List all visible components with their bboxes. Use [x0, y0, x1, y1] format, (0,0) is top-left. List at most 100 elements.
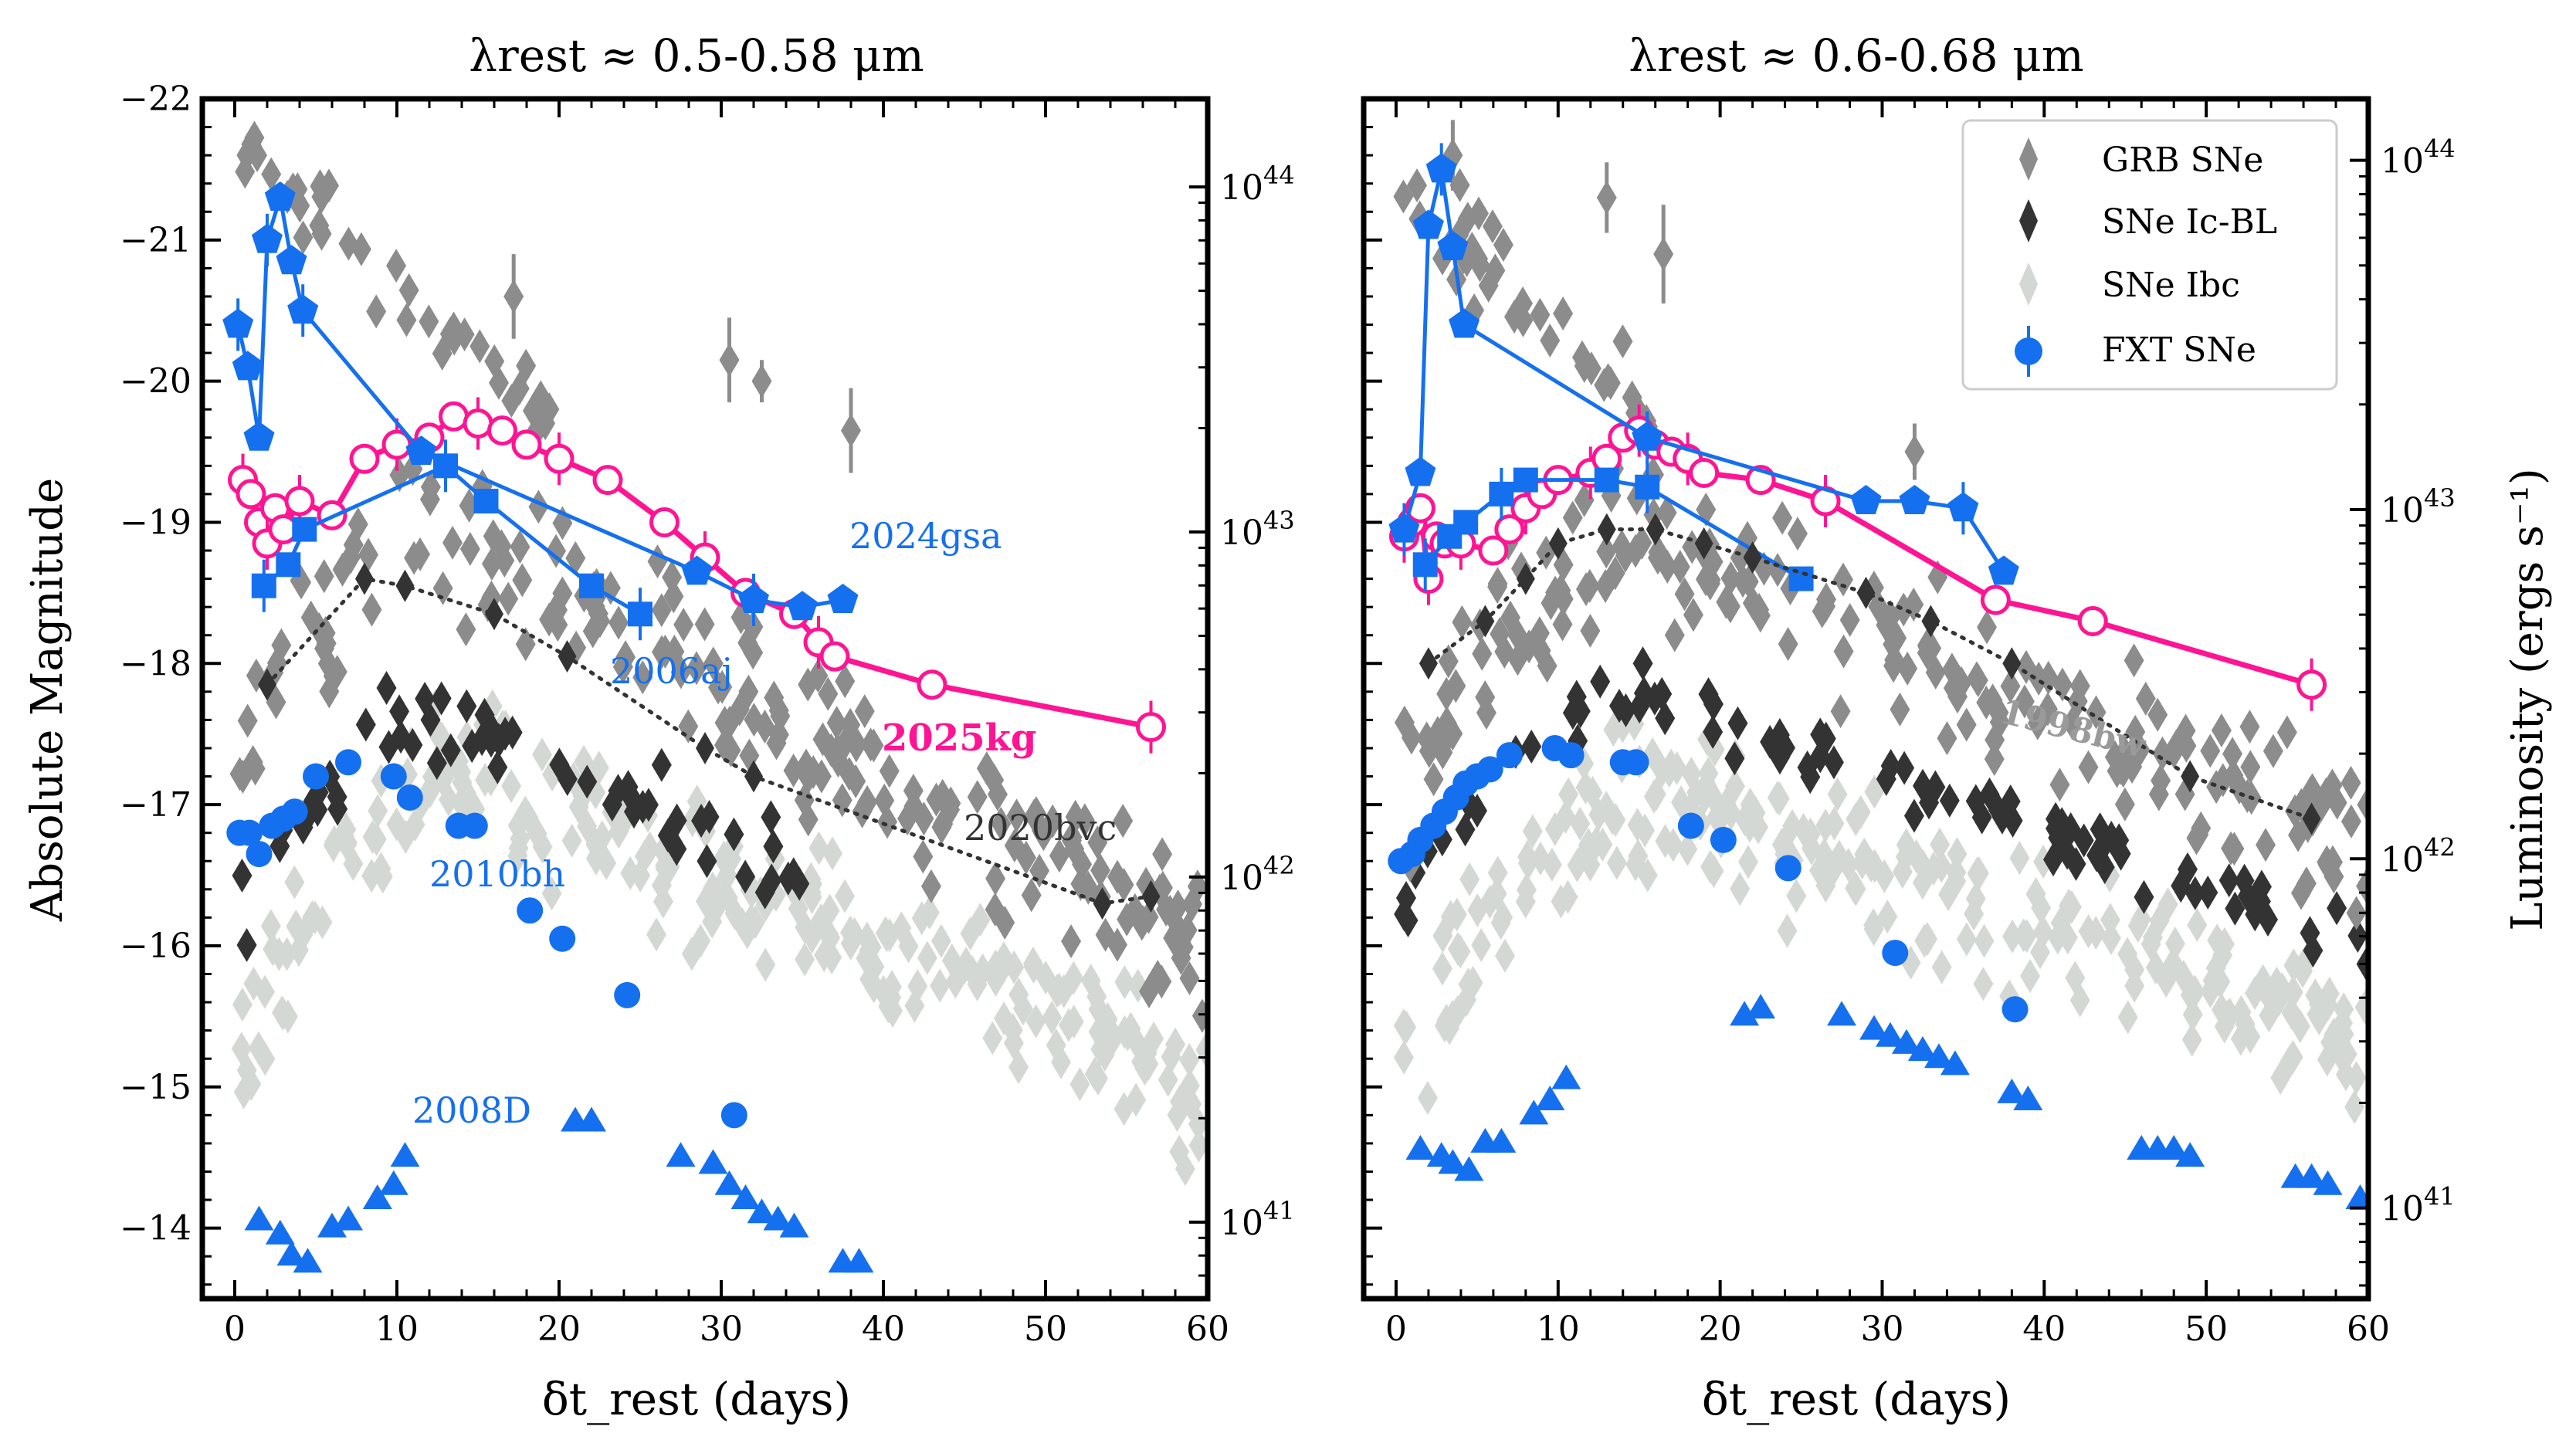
- ibc-point: [2013, 918, 2034, 953]
- iclbl-point: [355, 707, 376, 742]
- ibc-point: [2078, 914, 2099, 949]
- data-point: [1646, 513, 1665, 546]
- plot-area: [222, 120, 1208, 1273]
- ibc-point: [2130, 902, 2151, 937]
- grb-point: [1004, 828, 1025, 863]
- ibc-point: [1080, 964, 1101, 998]
- data-point: [433, 453, 458, 479]
- ibc-point: [1605, 803, 1626, 838]
- grb-point: [1507, 618, 1528, 652]
- ibc-point: [2124, 952, 2145, 987]
- data-point: [1980, 584, 2011, 615]
- series-2020bvc: [258, 562, 1161, 920]
- grb-point: [1956, 707, 1977, 742]
- grb-point: [764, 680, 785, 715]
- data-point: [1478, 535, 1509, 566]
- grb-point: [491, 529, 512, 564]
- grb-point: [1432, 735, 1453, 770]
- grb-point: [1581, 351, 1602, 386]
- grb-point: [719, 343, 740, 378]
- ibc-point: [1446, 897, 1467, 932]
- grb-point: [783, 753, 804, 788]
- data-point: [276, 552, 301, 578]
- label-2008D: 2008D: [412, 1089, 531, 1131]
- ibc-point: [1967, 856, 1988, 891]
- ibc-point: [819, 917, 839, 952]
- grb-point: [1061, 823, 1082, 858]
- ibc-point: [1570, 806, 1591, 841]
- grb-point: [1883, 627, 1903, 662]
- ibc-point: [941, 944, 962, 978]
- iclbl-point: [1810, 717, 1831, 752]
- data-point: [461, 812, 488, 839]
- iclbl-point: [2090, 812, 2110, 847]
- ibc-point: [236, 1053, 257, 1088]
- data-point: [666, 1142, 696, 1167]
- grb-point: [991, 806, 1012, 841]
- ibc-point: [1442, 999, 1463, 1034]
- grb-point: [484, 344, 505, 378]
- x-tick-label: 60: [1186, 1309, 1229, 1349]
- ibc-point: [930, 923, 951, 958]
- ibc-point: [795, 942, 815, 977]
- ibc-point: [1486, 876, 1507, 911]
- ibc-point: [1637, 858, 1658, 893]
- data-point: [380, 763, 407, 790]
- iclbl-point: [2109, 823, 2130, 858]
- grb-point: [410, 537, 431, 571]
- ibc-point: [1745, 795, 1766, 830]
- series-2006aj: [251, 439, 652, 641]
- grb-point: [2317, 845, 2337, 879]
- data-point: [334, 1205, 363, 1231]
- ibc-point: [646, 917, 667, 952]
- data-point: [246, 841, 273, 868]
- data-point: [439, 401, 469, 432]
- iclbl-point: [1876, 761, 1896, 796]
- grb-point: [2276, 715, 2297, 750]
- lum-tick-label: 1044: [2381, 134, 2456, 181]
- data-point: [844, 1248, 874, 1273]
- data-point: [335, 749, 361, 776]
- grb-point: [235, 154, 256, 189]
- ibc-point: [1707, 799, 1727, 834]
- data-point: [1774, 855, 1802, 882]
- grb-point: [1156, 893, 1177, 927]
- grb-point: [1482, 209, 1503, 244]
- grb-point: [1612, 324, 1633, 359]
- ibc-point: [1417, 1081, 1438, 1116]
- data-point: [2181, 760, 2200, 793]
- iclbl-point: [2002, 803, 2023, 838]
- data-point: [222, 308, 254, 338]
- grb-point: [1113, 804, 1134, 838]
- series-2020bvc: [1418, 513, 2321, 835]
- data-point: [549, 925, 576, 952]
- grb-point: [2300, 776, 2321, 811]
- grb-point: [2191, 811, 2212, 845]
- ibc-point: [1964, 896, 1985, 931]
- data-point: [1551, 1064, 1581, 1089]
- series-2010bh: [226, 749, 747, 1129]
- series-2008D: [1405, 994, 2368, 1210]
- data-point: [1730, 1001, 1760, 1026]
- data-point: [544, 443, 575, 474]
- grb-point: [1530, 633, 1551, 668]
- ibc-point: [2117, 1000, 2138, 1035]
- iclbl-point: [1615, 693, 1636, 728]
- grb-point: [293, 220, 314, 255]
- ibc-point: [639, 831, 660, 866]
- grb-point: [1596, 180, 1617, 215]
- grb-point: [841, 413, 861, 448]
- ibc-point: [724, 896, 745, 930]
- iclbl-point: [2246, 890, 2266, 925]
- data-point: [1597, 513, 1616, 546]
- series-2008D: [244, 1106, 874, 1273]
- ibc-point: [1179, 1068, 1200, 1103]
- grb-point: [827, 733, 848, 767]
- grb-point: [1090, 853, 1110, 888]
- data-point: [2001, 996, 2029, 1023]
- iclbl-point: [420, 703, 441, 737]
- data-point: [1141, 879, 1161, 913]
- grb-point: [1669, 550, 1690, 584]
- ibc-point: [2181, 1022, 2202, 1057]
- data-point: [473, 489, 499, 514]
